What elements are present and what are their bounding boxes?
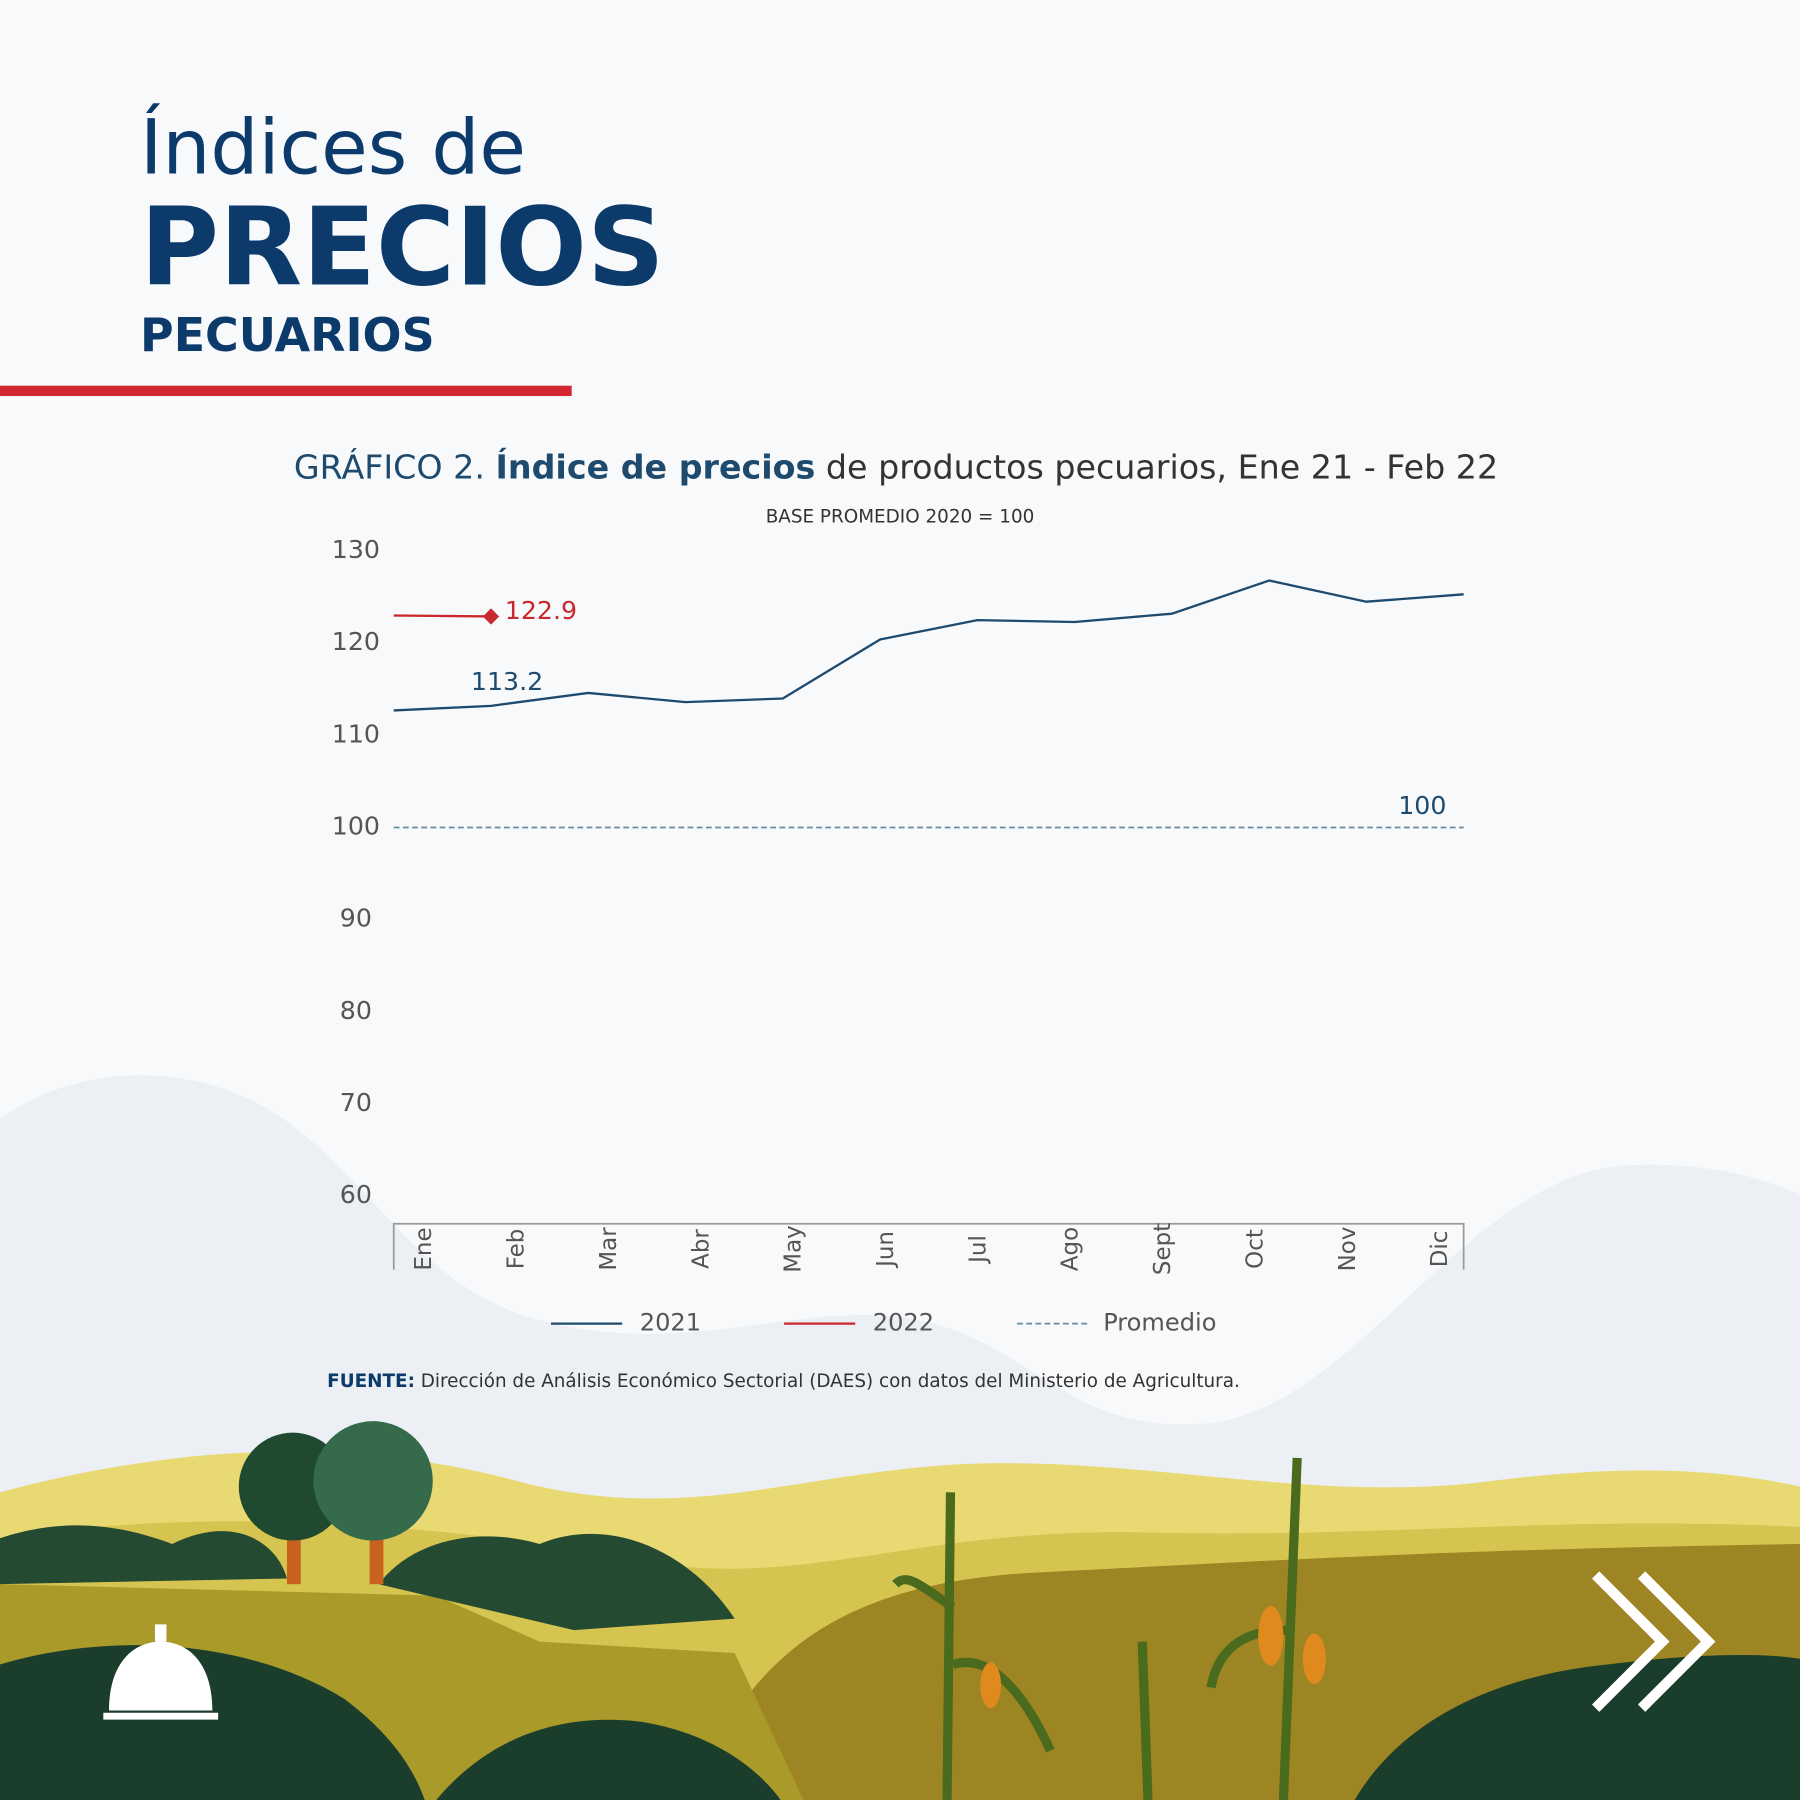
y-tick-label: 90 xyxy=(340,904,372,933)
header-line2: PRECIOS xyxy=(140,186,665,311)
x-tick-label: Ene xyxy=(411,1227,437,1270)
hill-dark xyxy=(1354,1655,1800,1800)
title-text: de productos pecuarios, xyxy=(826,447,1227,486)
header-line1: Índices de xyxy=(140,103,526,192)
x-tick-label: Ago xyxy=(1058,1227,1084,1271)
tree xyxy=(313,1421,433,1541)
bush xyxy=(0,1525,287,1585)
y-tick-label: 120 xyxy=(332,627,380,656)
legend-label: 2021 xyxy=(640,1309,701,1337)
source-text: Dirección de Análisis Económico Sectoria… xyxy=(421,1371,1240,1392)
corn xyxy=(980,1662,1002,1709)
x-tick-label: Mar xyxy=(596,1227,622,1271)
series-line xyxy=(393,579,1464,712)
y-tick-label: 80 xyxy=(340,996,372,1025)
x-tick-label: Oct xyxy=(1242,1229,1268,1269)
x-tick-label: Jun xyxy=(873,1231,899,1269)
x-tick-label: Dic xyxy=(1427,1231,1453,1268)
title-label: GRÁFICO 2. xyxy=(294,446,485,486)
legend-label: Promedio xyxy=(1103,1309,1216,1337)
accent-bar xyxy=(0,385,572,397)
x-axis xyxy=(392,1222,1465,1270)
y-tick-label: 100 xyxy=(332,811,380,840)
title-emphasis: Índice de precios xyxy=(496,446,816,486)
chart-subtitle: BASE PROMEDIO 2020 = 100 xyxy=(766,507,1035,528)
corn-stalk xyxy=(892,1457,1302,1800)
chart-title: GRÁFICO 2. Índice de precios de producto… xyxy=(294,446,1498,486)
y-tick-label: 110 xyxy=(332,719,380,748)
hill-dark xyxy=(0,1645,425,1800)
x-tick-label: Abr xyxy=(688,1229,714,1269)
source-label: FUENTE: xyxy=(327,1371,415,1392)
legend-label: 2022 xyxy=(873,1309,934,1337)
value-label: 113.2 xyxy=(471,667,543,696)
value-label: 100 xyxy=(1398,791,1446,820)
corn xyxy=(1302,1633,1326,1685)
x-tick-label: Nov xyxy=(1335,1227,1361,1272)
logo xyxy=(103,1624,219,1720)
next-arrow[interactable] xyxy=(1592,1571,1716,1712)
y-tick-label: 130 xyxy=(332,535,380,564)
source: FUENTE: Dirección de Análisis Económico … xyxy=(327,1371,1240,1392)
y-tick-label: 70 xyxy=(340,1088,372,1117)
x-tick-label: May xyxy=(781,1225,807,1272)
x-tick-label: Sept xyxy=(1150,1223,1176,1275)
corn xyxy=(1258,1605,1284,1666)
y-tick-label: 60 xyxy=(340,1180,372,1209)
value-label: 122.9 xyxy=(505,596,577,625)
hill-dark xyxy=(436,1719,781,1800)
title-period: Ene 21 - Feb 22 xyxy=(1238,447,1499,486)
bush xyxy=(378,1533,735,1631)
x-tick-label: Jul xyxy=(965,1235,991,1265)
series-line xyxy=(393,614,492,618)
header-line3: PECUARIOS xyxy=(140,308,435,362)
x-tick-label: Feb xyxy=(504,1229,530,1270)
